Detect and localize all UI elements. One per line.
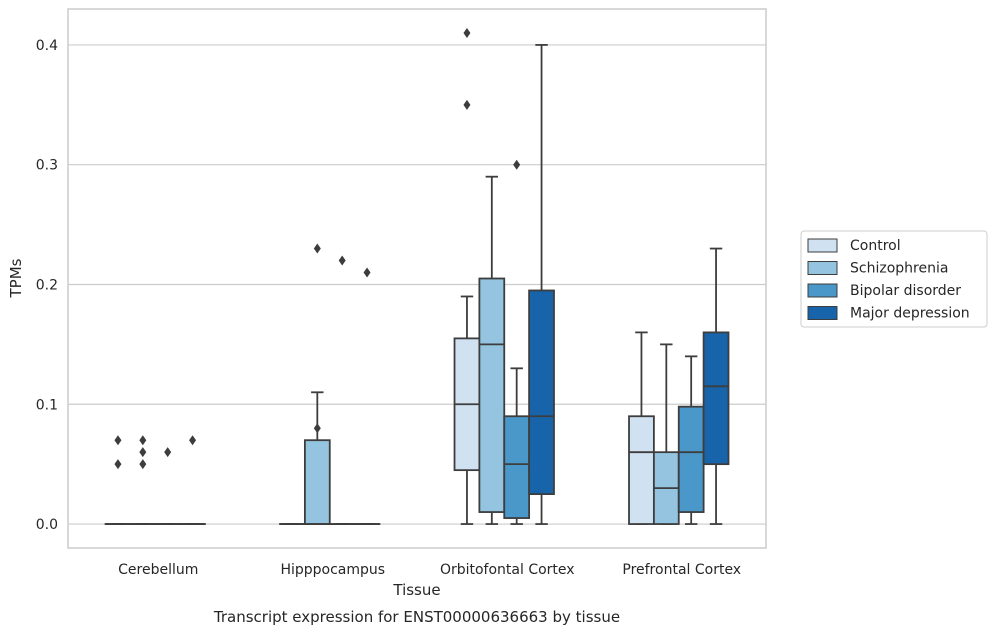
legend-swatch	[807, 238, 838, 253]
box-group	[328, 255, 356, 525]
outlier-point	[164, 447, 172, 458]
box-group	[677, 355, 705, 525]
outlier-point	[139, 447, 147, 458]
legend-frame	[800, 230, 988, 328]
x-tick-label: Orbitofontal Cortex	[440, 562, 575, 578]
box	[478, 277, 506, 513]
outlier-point	[313, 423, 321, 434]
outlier-point	[363, 267, 371, 278]
box-group	[478, 175, 506, 525]
box-group	[353, 267, 381, 525]
y-tick-label: 0.2	[36, 277, 58, 293]
y-tick-label: 0.1	[36, 397, 58, 413]
legend-swatch	[807, 283, 838, 298]
outlier-point	[189, 435, 197, 446]
x-tick-label: Hipppocampus	[280, 562, 385, 578]
outlier-point	[139, 435, 147, 446]
box-group	[453, 27, 481, 525]
box-group	[702, 247, 730, 525]
box-group	[179, 435, 206, 525]
box-group	[628, 331, 655, 525]
outlier-point	[463, 99, 471, 110]
outlier-point	[313, 243, 321, 254]
outlier-point	[114, 435, 122, 446]
x-tick-label: Cerebellum	[118, 562, 198, 578]
box	[303, 439, 331, 525]
outlier-point	[463, 27, 471, 38]
legend-swatch	[807, 306, 838, 320]
box-group	[528, 44, 555, 525]
legend-swatch	[807, 261, 838, 275]
plot-area	[67, 8, 767, 549]
legend-item: Bipolar disorder	[807, 283, 961, 299]
legend-item: Control	[807, 238, 901, 254]
box-group	[104, 435, 132, 525]
legend: Control Schizophrenia Bipolar disorder Majo…	[800, 230, 988, 328]
box	[503, 415, 531, 519]
y-axis-ticks: 0.0 0.1 0.2 0.3 0.4	[36, 38, 58, 533]
legend-label: Bipolar disorder	[850, 283, 961, 299]
y-tick-label: 0.4	[36, 38, 58, 54]
box	[528, 289, 555, 496]
x-axis-ticks: Cerebellum Hipppocampus Orbitofontal Corte…	[118, 562, 741, 578]
box-plots	[104, 27, 730, 525]
legend-label: Major depression	[850, 306, 970, 322]
legend-item: Schizophrenia	[807, 261, 948, 277]
box	[677, 405, 705, 513]
x-axis-title: Tissue	[392, 581, 440, 599]
y-tick-label: 0.0	[36, 517, 58, 533]
box-group	[129, 435, 157, 525]
y-axis-title: TPMs	[7, 258, 25, 298]
box	[702, 331, 730, 466]
box-group	[154, 447, 182, 525]
box-group	[652, 343, 680, 525]
x-tick-label: Prefrontal Cortex	[622, 562, 741, 578]
outlier-point	[114, 459, 122, 470]
legend-label: Schizophrenia	[850, 261, 948, 277]
y-tick-label: 0.3	[36, 158, 58, 174]
box-group	[303, 243, 331, 525]
outlier-point	[139, 459, 147, 470]
box	[628, 415, 655, 525]
outlier-point	[513, 159, 521, 170]
legend-item: Major depression	[807, 306, 970, 322]
outlier-point	[338, 255, 346, 266]
box-group	[503, 159, 531, 525]
chart-title: Transcript expression for ENST0000063666…	[213, 608, 620, 626]
legend-label: Control	[850, 238, 901, 254]
